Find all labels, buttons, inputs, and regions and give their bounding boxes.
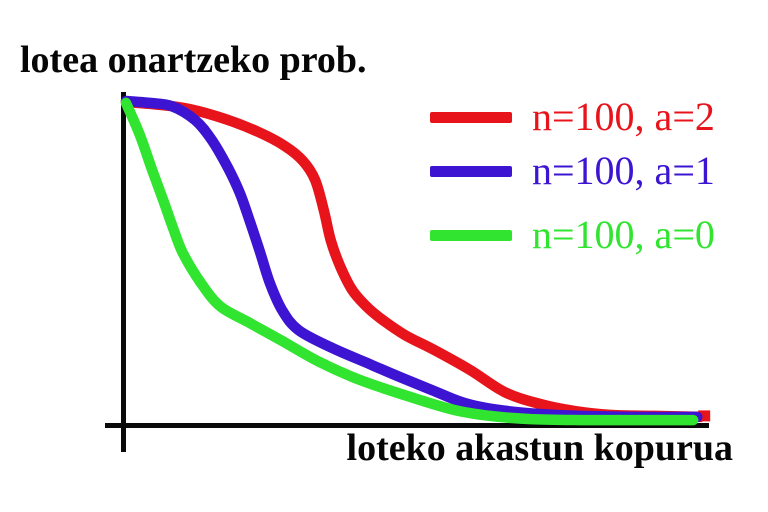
y-axis-title: lotea onartzeko prob.	[20, 39, 367, 81]
curve-n100-a1	[120, 95, 703, 423]
legend-label-a0: n=100, a=0	[532, 212, 715, 257]
curves-group	[120, 95, 711, 426]
legend-swatch-blue-icon	[430, 165, 512, 177]
legend-swatch-red-icon	[430, 111, 512, 123]
x-axis-title: loteko akastun kopurua	[346, 427, 733, 469]
curve-n100-a0	[120, 97, 699, 426]
legend-item-a0: n=100, a=0	[430, 213, 715, 257]
curve-end-cap-n100-a2	[698, 410, 711, 422]
legend-item-a2: n=100, a=2	[430, 95, 715, 139]
legend-label-a1: n=100, a=1	[532, 148, 715, 193]
legend-label-a2: n=100, a=2	[532, 94, 715, 139]
legend-item-a1: n=100, a=1	[430, 149, 715, 193]
legend-swatch-green-icon	[430, 229, 512, 241]
curve-n100-a2	[120, 96, 706, 423]
